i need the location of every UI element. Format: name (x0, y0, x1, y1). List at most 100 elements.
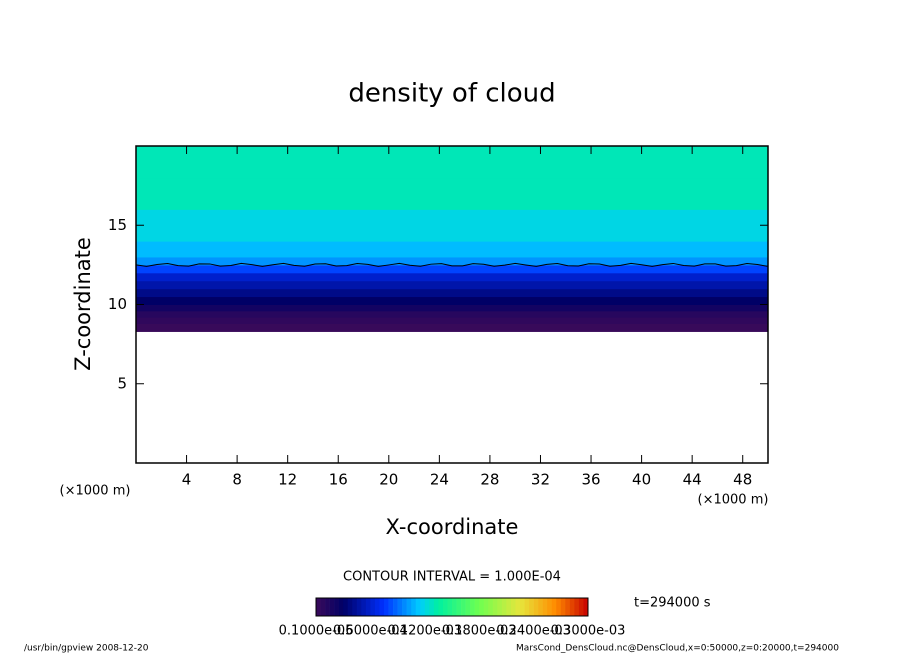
contour-band (136, 256, 768, 266)
x-tick-label: 32 (531, 471, 550, 489)
contour-band (136, 296, 768, 305)
contour-band (136, 272, 768, 282)
colorbar-cell (533, 598, 539, 616)
colorbar-cell (501, 598, 507, 616)
chart-title: density of cloud (348, 79, 555, 109)
colorbar-cell (411, 598, 417, 616)
colorbar-cell (374, 598, 380, 616)
contour-band (136, 280, 768, 290)
colorbar-cell (479, 598, 485, 616)
y-axis-label: Z-coordinate (71, 237, 95, 371)
contour-band (136, 209, 768, 242)
colorbar-label: 0.1800e-03 (442, 624, 517, 639)
colorbar-cell (447, 598, 453, 616)
contour-band (136, 288, 768, 298)
colorbar-cell (578, 598, 584, 616)
y-tick-label: 15 (108, 216, 127, 234)
colorbar-cell (384, 598, 389, 616)
colorbar-cell (574, 598, 580, 616)
x-tick-label: 28 (480, 471, 499, 489)
x-tick-label: 40 (632, 471, 651, 489)
x-axis-label: X-coordinate (386, 515, 519, 539)
colorbar-label: 0.1000e-05 (279, 624, 354, 639)
colorbar-cell (452, 598, 457, 616)
colorbar-cell (329, 598, 335, 616)
x-unit: (×1000 m) (698, 493, 769, 508)
x-tick-label: 36 (581, 471, 600, 489)
colorbar-cell (433, 598, 439, 616)
colorbar-cell (483, 598, 489, 616)
colorbar-cell (370, 598, 376, 616)
colorbar-cell (338, 598, 344, 616)
x-tick-label: 48 (733, 471, 752, 489)
colorbar-label: 0.3000e-03 (551, 624, 626, 639)
colorbar-cell (551, 598, 557, 616)
x-tick-label: 44 (683, 471, 702, 489)
footer-left: /usr/bin/gpview 2008-12-20 (24, 644, 149, 654)
colorbar-cell (474, 598, 480, 616)
colorbar-cell (365, 598, 371, 616)
colorbar-cell (497, 598, 503, 616)
colorbar-cell (352, 598, 358, 616)
x-tick-label: 20 (379, 471, 398, 489)
colorbar-cell (556, 598, 562, 616)
colorbar-cell (456, 598, 462, 616)
contour-band (136, 146, 768, 179)
colorbar-cell (492, 598, 498, 616)
colorbar-label: 0.6000e-04 (333, 624, 408, 639)
colorbar-cell (547, 598, 553, 616)
colorbar-cell (347, 598, 353, 616)
colorbar-cell (506, 598, 512, 616)
colorbar-frame (315, 597, 589, 617)
colorbar-cell (488, 598, 494, 616)
x-tick-label: 4 (182, 471, 192, 489)
colorbar-cell (424, 598, 430, 616)
colorbar-cell (565, 598, 571, 616)
colorbar-cell (529, 598, 534, 616)
colorbar-cell (334, 598, 339, 616)
colorbar-cell (542, 598, 548, 616)
colorbar-label: 0.1200e-03 (387, 624, 462, 639)
y-unit: (×1000 m) (60, 484, 131, 499)
contour-band (136, 241, 768, 258)
colorbar-cell (520, 598, 525, 616)
colorbar-cell (397, 598, 403, 616)
colorbar-cell (388, 598, 394, 616)
colorbar-cell (343, 598, 349, 616)
colorbar-cell (560, 598, 566, 616)
x-tick-label: 8 (232, 471, 242, 489)
colorbar-cell (461, 598, 466, 616)
y-tick-label: 5 (117, 374, 127, 392)
contour-interval: CONTOUR INTERVAL = 1.000E-04 (343, 570, 561, 585)
colorbar-cell (361, 598, 367, 616)
x-tick-label: 16 (329, 471, 348, 489)
colorbar-cell (438, 598, 444, 616)
colorbar-cell (356, 598, 362, 616)
contour-band (136, 177, 768, 210)
colorbar-cell (379, 598, 385, 616)
x-tick-label: 24 (430, 471, 449, 489)
colorbar-cell (415, 598, 421, 616)
contour-band (136, 317, 768, 325)
colorbar-cell (420, 598, 426, 616)
colorbar-cell (429, 598, 435, 616)
colorbar-cell (406, 598, 412, 616)
colorbar-cell (569, 598, 575, 616)
colorbar-cell (524, 598, 530, 616)
colorbar-cell (515, 598, 521, 616)
colorbar-cell (442, 598, 448, 616)
colorbar-cell (465, 598, 471, 616)
contour-line (135, 262, 769, 267)
colorbar-cell (393, 598, 398, 616)
colorbar-cell (316, 598, 321, 616)
contour-band (136, 264, 768, 274)
contour-band (136, 310, 768, 318)
colorbar-label: 0.2400e-03 (496, 624, 571, 639)
colorbar-cell (320, 598, 326, 616)
x-tick-label: 12 (278, 471, 297, 489)
colorbar-cell (325, 598, 330, 616)
colorbar-cell (583, 598, 589, 616)
footer-right: MarsCond_DensCloud.nc@DensCloud,x=0:5000… (516, 644, 839, 654)
colorbar-cell (470, 598, 475, 616)
